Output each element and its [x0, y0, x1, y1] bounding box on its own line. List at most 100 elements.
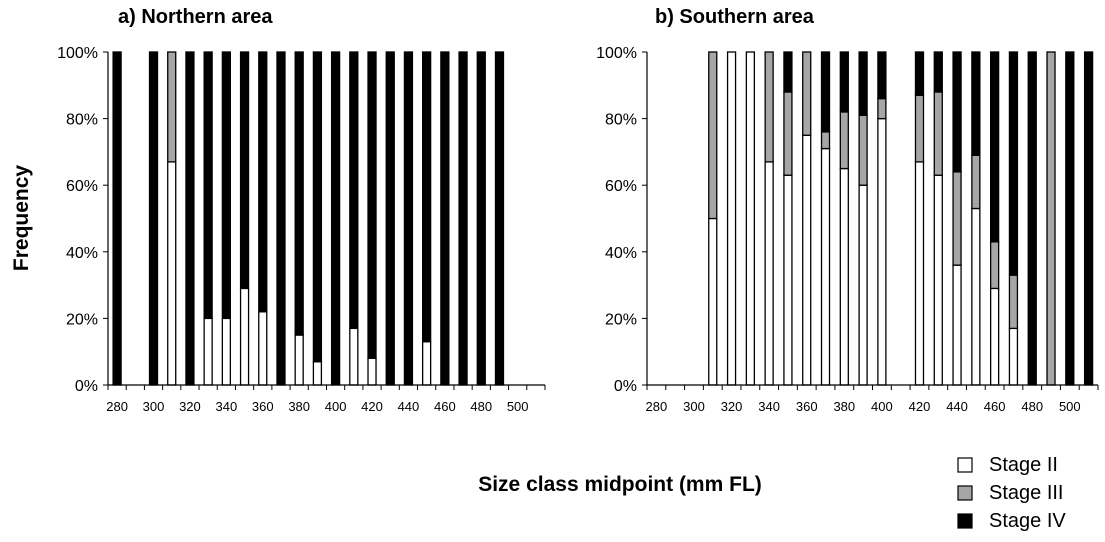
- bar-segment-stage-iv: [877, 51, 887, 100]
- bar-segment-stage-ii: [258, 311, 268, 386]
- x-tick-label: 340: [758, 399, 780, 414]
- bar-segment-stage-ii: [839, 167, 849, 386]
- legend-item-stage-iii: Stage III: [957, 482, 1064, 504]
- bar-segment-stage-ii: [764, 161, 774, 386]
- bar-segment-stage-iv: [276, 51, 286, 386]
- y-tick-label: 80%: [66, 112, 98, 129]
- bar-segment-stage-iii: [167, 51, 177, 163]
- bar-segment-stage-ii: [726, 51, 737, 386]
- x-tick-label: 420: [909, 399, 931, 414]
- bar-segment-stage-ii: [708, 217, 718, 386]
- x-axis-ticks: 280 300 320 340 360 380 400 420 440 460 480 500: [106, 385, 546, 414]
- bar-segment-stage-iv: [294, 51, 304, 336]
- bar-layer: [708, 51, 1094, 386]
- bar-segment-stage-ii: [877, 117, 887, 386]
- chart-title: a) Northern area: [118, 6, 273, 28]
- x-tick-label: 460: [434, 399, 456, 414]
- bar-segment-stage-ii: [745, 51, 756, 386]
- bar-segment-stage-ii: [349, 327, 359, 386]
- bar-segment-stage-ii: [294, 334, 304, 386]
- bar-segment-stage-iv: [221, 51, 232, 320]
- bar-segment-stage-iii: [933, 91, 943, 176]
- bar-segment-stage-iv: [989, 51, 1000, 243]
- bar-segment-stage-iii: [989, 241, 1000, 290]
- bar-segment-stage-iv: [185, 51, 195, 386]
- y-tick-label: 40%: [605, 245, 637, 262]
- bar-segment-stage-ii: [312, 361, 323, 386]
- y-tick-label: 80%: [605, 112, 637, 129]
- bar-segment-stage-iii: [971, 154, 981, 210]
- x-tick-label: 360: [796, 399, 818, 414]
- bar-segment-stage-iii: [783, 91, 793, 176]
- bar-segment-stage-ii: [239, 287, 250, 386]
- bar-segment-stage-iv: [858, 51, 868, 116]
- bar-segment-stage-iii: [1008, 274, 1019, 330]
- bar-segment-stage-iv: [349, 51, 359, 330]
- legend-swatch-stage-iii: [957, 485, 973, 501]
- bar-segment-stage-ii: [802, 134, 812, 386]
- bar-segment-stage-iv: [820, 51, 831, 133]
- chart-title: b) Southern area: [655, 6, 815, 28]
- bar-segment-stage-ii: [914, 161, 925, 386]
- bar-segment-stage-ii: [858, 184, 868, 386]
- x-tick-label: 480: [470, 399, 492, 414]
- bar-segment-stage-ii: [1008, 327, 1019, 386]
- bar-segment-stage-ii: [820, 147, 831, 386]
- bar-segment-stage-ii: [971, 207, 981, 386]
- bar-segment-stage-iv: [203, 51, 213, 320]
- legend-label: Stage II: [989, 454, 1058, 476]
- y-tick-label: 40%: [66, 245, 98, 262]
- bar-segment-stage-ii: [221, 317, 232, 386]
- legend-item-stage-iv: Stage IV: [957, 510, 1066, 532]
- bar-segment-stage-iii: [858, 114, 868, 186]
- legend-swatch-stage-ii: [957, 457, 973, 473]
- bar-segment-stage-ii: [989, 287, 1000, 386]
- x-tick-label: 380: [833, 399, 855, 414]
- x-tick-label: 300: [683, 399, 705, 414]
- legend-label: Stage IV: [989, 510, 1066, 532]
- bar-segment-stage-iii: [877, 97, 887, 120]
- x-tick-label: 460: [984, 399, 1006, 414]
- bar-segment-stage-iv: [403, 51, 414, 386]
- bar-segment-stage-iv: [385, 51, 395, 386]
- x-tick-label: 400: [871, 399, 893, 414]
- x-axis-ticks: 280 300 320 340 360 380 400 420 440 460 480 500: [646, 385, 1099, 414]
- y-tick-label: 60%: [66, 178, 98, 195]
- bar-segment-stage-iv: [1008, 51, 1019, 276]
- x-tick-label: 440: [398, 399, 420, 414]
- bar-segment-stage-iv: [1027, 51, 1037, 386]
- bar-segment-stage-iv: [330, 51, 341, 386]
- x-tick-label: 400: [325, 399, 347, 414]
- bar-segment-stage-ii: [203, 317, 213, 386]
- bar-segment-stage-iv: [839, 51, 849, 113]
- y-axis-ticks: 0% 20% 40% 60% 80% 100%: [57, 45, 108, 395]
- bar-segment-stage-iv: [971, 51, 981, 156]
- bar-segment-stage-ii: [952, 264, 962, 386]
- legend: Stage II Stage III Stage IV: [957, 454, 1066, 532]
- bar-segment-stage-iv: [258, 51, 268, 313]
- y-tick-label: 60%: [605, 178, 637, 195]
- bar-segment-stage-ii: [367, 357, 377, 386]
- legend-label: Stage III: [989, 482, 1064, 504]
- y-axis-ticks: 0% 20% 40% 60% 80% 100%: [596, 45, 647, 395]
- y-tick-label: 0%: [614, 378, 637, 395]
- chart-panel-northern: a) Northern area 0% 20% 40% 60% 80% 100% 280 3…: [57, 6, 546, 414]
- y-tick-label: 20%: [605, 311, 637, 328]
- bar-segment-stage-iv: [494, 51, 505, 386]
- bar-segment-stage-iv: [476, 51, 486, 386]
- bar-segment-stage-iii: [708, 51, 718, 220]
- y-tick-label: 0%: [75, 378, 98, 395]
- y-axis-title: Frequency: [10, 165, 33, 272]
- x-tick-label: 320: [721, 399, 743, 414]
- bar-segment-stage-iii: [764, 51, 774, 163]
- x-tick-label: 340: [216, 399, 238, 414]
- x-tick-label: 360: [252, 399, 274, 414]
- bar-layer: [112, 51, 505, 386]
- bar-segment-stage-iv: [933, 51, 943, 93]
- legend-swatch-stage-iv: [957, 513, 973, 529]
- bar-segment-stage-iv: [421, 51, 432, 343]
- bar-segment-stage-ii: [783, 174, 793, 386]
- chart-panel-southern: b) Southern area 0% 20% 40% 60% 80% 100% 280 3…: [596, 6, 1099, 414]
- y-tick-label: 100%: [57, 45, 98, 62]
